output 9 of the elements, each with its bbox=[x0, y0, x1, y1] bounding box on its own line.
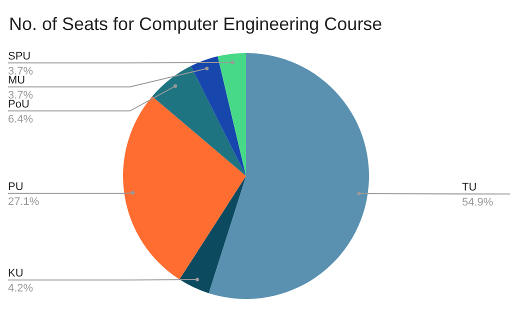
slice-label: SPU bbox=[8, 50, 31, 62]
slice-label: KU bbox=[8, 268, 24, 280]
data-label: 54.9% bbox=[462, 196, 494, 209]
chart-title: No. of Seats for Computer Engineering Course bbox=[9, 14, 382, 35]
data-label: 6.4% bbox=[8, 113, 34, 126]
slice-label: TU bbox=[462, 182, 477, 194]
data-label: 27.1% bbox=[8, 196, 40, 208]
data-label: 4.2% bbox=[8, 282, 34, 295]
slice-label: PU bbox=[8, 180, 24, 193]
